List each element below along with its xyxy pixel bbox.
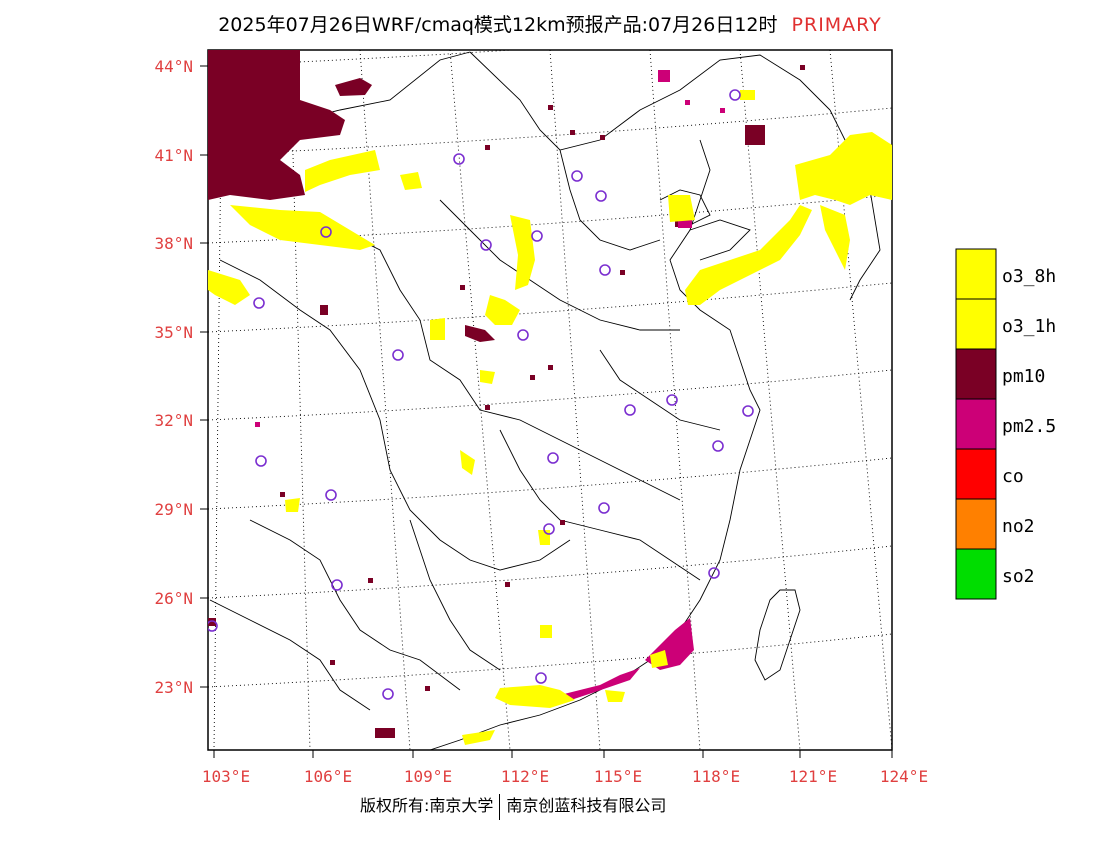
station-marker — [708, 567, 720, 579]
station-marker — [599, 264, 611, 276]
station-marker — [543, 523, 555, 535]
lat-label: 23°N — [154, 678, 193, 697]
station-marker — [624, 404, 636, 416]
station-marker — [517, 329, 529, 341]
station-marker — [320, 226, 332, 238]
lon-label: 118°E — [692, 767, 740, 786]
station-marker — [480, 239, 492, 251]
legend-label: so2 — [1002, 566, 1035, 587]
lat-label: 32°N — [154, 411, 193, 430]
footer-divider — [499, 793, 501, 820]
map-frame — [207, 49, 893, 751]
station-marker — [392, 349, 404, 361]
legend-label: co — [1002, 466, 1024, 487]
footer-copyright: 版权所有:南京大学 — [360, 796, 494, 815]
station-marker — [208, 620, 218, 632]
lon-label: 115°E — [594, 767, 642, 786]
station-marker — [666, 394, 678, 406]
legend-label: o3_1h — [1002, 316, 1056, 337]
station-marker — [598, 502, 610, 514]
station-marker — [331, 579, 343, 591]
footer: 版权所有:南京大学 南京创蓝科技有限公司 — [360, 792, 666, 820]
legend: o3_8h o3_1h pm10 pm2.5 co no2 so2 — [955, 248, 1056, 600]
station-marker — [571, 170, 583, 182]
station-marker — [255, 455, 267, 467]
lat-axis: 44°N 41°N 38°N 35°N 32°N 29°N 26°N 23°N — [154, 57, 208, 697]
lat-label: 44°N — [154, 57, 193, 76]
lat-label: 41°N — [154, 146, 193, 165]
lon-axis: 103°E 106°E 109°E 112°E 115°E 118°E 121°… — [202, 750, 928, 786]
legend-swatch-so2 — [955, 548, 997, 600]
station-marker — [712, 440, 724, 452]
scattered-pixels — [255, 65, 805, 691]
lat-label: 38°N — [154, 234, 193, 253]
station-marker — [453, 153, 465, 165]
station-marker — [325, 489, 337, 501]
lat-label: 35°N — [154, 323, 193, 342]
legend-swatch-o3-1h — [955, 298, 997, 350]
legend-label: pm2.5 — [1002, 416, 1056, 437]
station-marker — [253, 297, 265, 309]
station-marker — [742, 405, 754, 417]
legend-swatch-no2 — [955, 498, 997, 550]
lat-label: 26°N — [154, 589, 193, 608]
legend-swatch-pm10 — [955, 348, 997, 400]
station-marker — [547, 452, 559, 464]
o3-regions — [208, 90, 892, 745]
title-tag: PRIMARY — [791, 14, 882, 36]
title-main: 2025年07月26日WRF/cmaq模式12km预报产品:07月26日12时 — [218, 14, 778, 36]
lon-label: 112°E — [501, 767, 549, 786]
lon-label: 121°E — [789, 767, 837, 786]
footer-company: 南京创蓝科技有限公司 — [506, 796, 667, 815]
lon-label: 106°E — [304, 767, 352, 786]
legend-swatch-pm25 — [955, 398, 997, 450]
legend-label: pm10 — [1002, 366, 1045, 387]
station-marker — [595, 190, 607, 202]
station-marker — [382, 688, 394, 700]
map-layers — [208, 50, 892, 750]
lon-label: 103°E — [202, 767, 250, 786]
chart-title: 2025年07月26日WRF/cmaq模式12km预报产品:07月26日12时 P… — [0, 10, 1100, 37]
legend-label: no2 — [1002, 516, 1035, 537]
station-markers — [208, 89, 754, 700]
station-marker — [535, 672, 547, 684]
station-marker — [531, 230, 543, 242]
lon-label: 109°E — [404, 767, 452, 786]
lat-label: 29°N — [154, 500, 193, 519]
legend-swatch-co — [955, 448, 997, 500]
lon-label: 124°E — [880, 767, 928, 786]
legend-swatch-o3-8h — [955, 248, 997, 300]
legend-label: o3_8h — [1002, 266, 1056, 287]
station-marker — [729, 89, 741, 101]
